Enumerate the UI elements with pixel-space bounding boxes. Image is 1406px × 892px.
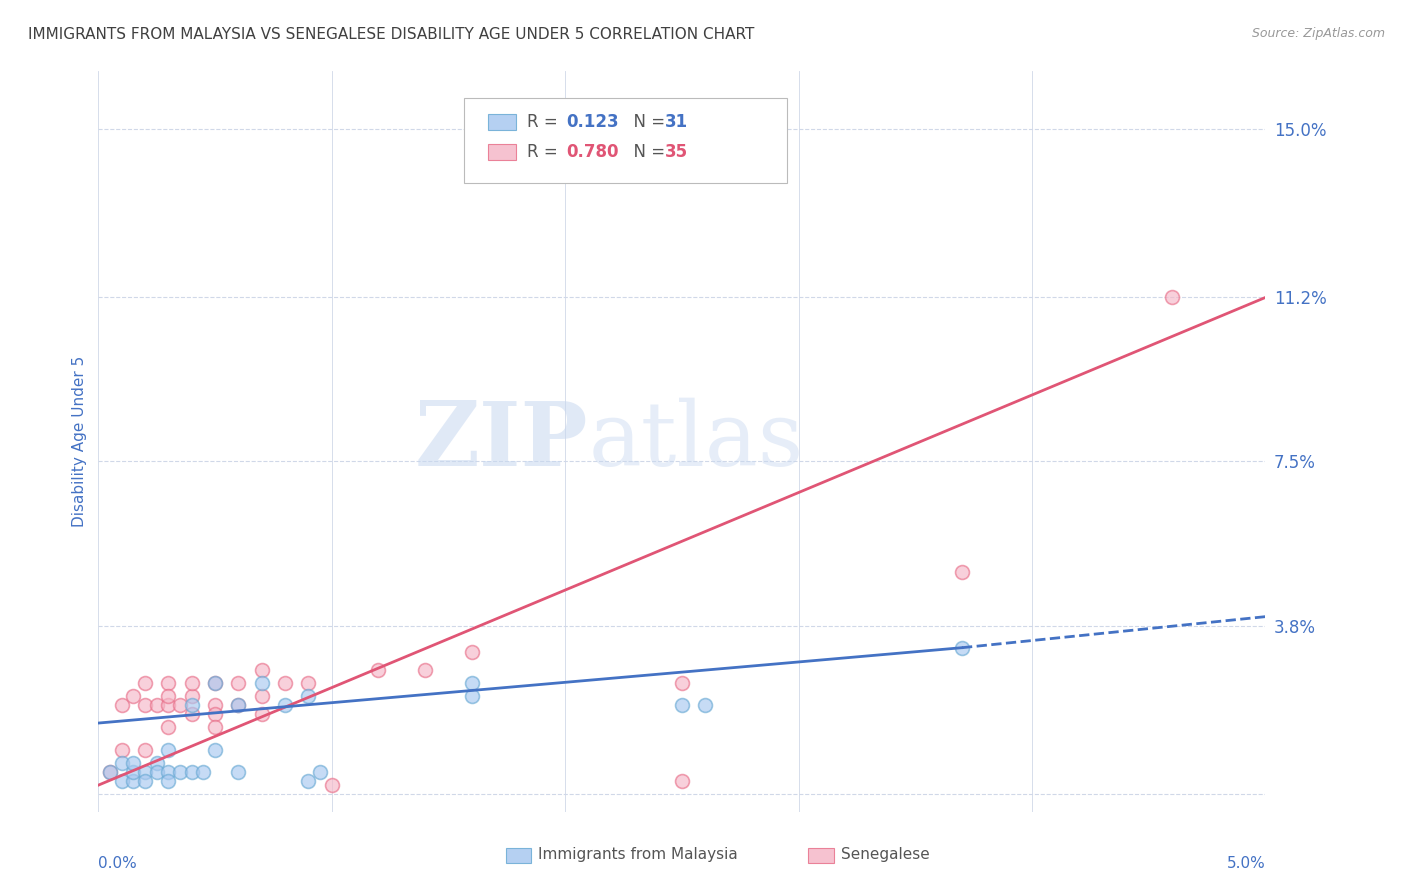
Point xyxy=(204,676,226,690)
Point xyxy=(122,756,145,770)
Point xyxy=(297,690,319,704)
Point xyxy=(157,773,180,788)
Point xyxy=(274,698,297,713)
Point xyxy=(111,756,134,770)
Point xyxy=(204,676,226,690)
Point xyxy=(461,645,484,659)
Point xyxy=(122,764,145,779)
Point xyxy=(250,663,273,677)
Point xyxy=(250,707,273,722)
Point xyxy=(111,698,134,713)
Point xyxy=(134,698,156,713)
Text: 0.0%: 0.0% xyxy=(98,856,138,871)
Point xyxy=(134,676,156,690)
Point xyxy=(297,676,319,690)
Y-axis label: Disability Age Under 5: Disability Age Under 5 xyxy=(72,356,87,527)
Point xyxy=(134,742,156,756)
Point xyxy=(367,663,389,677)
Point xyxy=(204,698,226,713)
Point xyxy=(111,773,134,788)
Point xyxy=(122,773,145,788)
Text: R =: R = xyxy=(527,113,564,131)
Point xyxy=(950,640,973,655)
Point xyxy=(671,676,693,690)
Point xyxy=(169,698,191,713)
Point xyxy=(228,698,250,713)
Point xyxy=(98,764,121,779)
Text: Senegalese: Senegalese xyxy=(841,847,929,862)
Text: N =: N = xyxy=(623,143,671,161)
Point xyxy=(1161,290,1184,304)
Point xyxy=(157,676,180,690)
Text: 0.123: 0.123 xyxy=(567,113,619,131)
Point xyxy=(297,773,319,788)
Point xyxy=(204,707,226,722)
Point xyxy=(180,707,202,722)
Text: 5.0%: 5.0% xyxy=(1226,856,1265,871)
Text: 0.780: 0.780 xyxy=(567,143,619,161)
Point xyxy=(461,676,484,690)
Point xyxy=(122,690,145,704)
Point xyxy=(228,698,250,713)
Point xyxy=(180,676,202,690)
Point xyxy=(146,698,169,713)
Point xyxy=(250,690,273,704)
Point xyxy=(321,778,343,792)
Point xyxy=(146,764,169,779)
Point xyxy=(134,764,156,779)
Text: N =: N = xyxy=(623,113,671,131)
Text: Source: ZipAtlas.com: Source: ZipAtlas.com xyxy=(1251,27,1385,40)
Point xyxy=(193,764,215,779)
Text: IMMIGRANTS FROM MALAYSIA VS SENEGALESE DISABILITY AGE UNDER 5 CORRELATION CHART: IMMIGRANTS FROM MALAYSIA VS SENEGALESE D… xyxy=(28,27,755,42)
Point xyxy=(461,690,484,704)
Point xyxy=(180,764,202,779)
Text: Immigrants from Malaysia: Immigrants from Malaysia xyxy=(538,847,738,862)
Text: atlas: atlas xyxy=(589,398,804,485)
Point xyxy=(274,676,297,690)
Point xyxy=(413,663,436,677)
Text: 35: 35 xyxy=(665,143,688,161)
Text: ZIP: ZIP xyxy=(415,398,589,485)
Point xyxy=(250,676,273,690)
Text: R =: R = xyxy=(527,143,564,161)
Point xyxy=(950,566,973,580)
Point xyxy=(111,742,134,756)
Point xyxy=(146,756,169,770)
Point xyxy=(157,698,180,713)
Point xyxy=(98,764,121,779)
Point xyxy=(695,698,717,713)
Text: 31: 31 xyxy=(665,113,688,131)
Point xyxy=(309,764,332,779)
Point xyxy=(180,690,202,704)
Point xyxy=(228,676,250,690)
Point xyxy=(204,742,226,756)
Point xyxy=(169,764,191,779)
Point xyxy=(204,721,226,735)
Point xyxy=(157,764,180,779)
Point xyxy=(228,764,250,779)
Point xyxy=(134,773,156,788)
Point xyxy=(180,698,202,713)
Point xyxy=(157,721,180,735)
Point xyxy=(157,742,180,756)
Point xyxy=(671,773,693,788)
Point xyxy=(671,698,693,713)
Point xyxy=(157,690,180,704)
